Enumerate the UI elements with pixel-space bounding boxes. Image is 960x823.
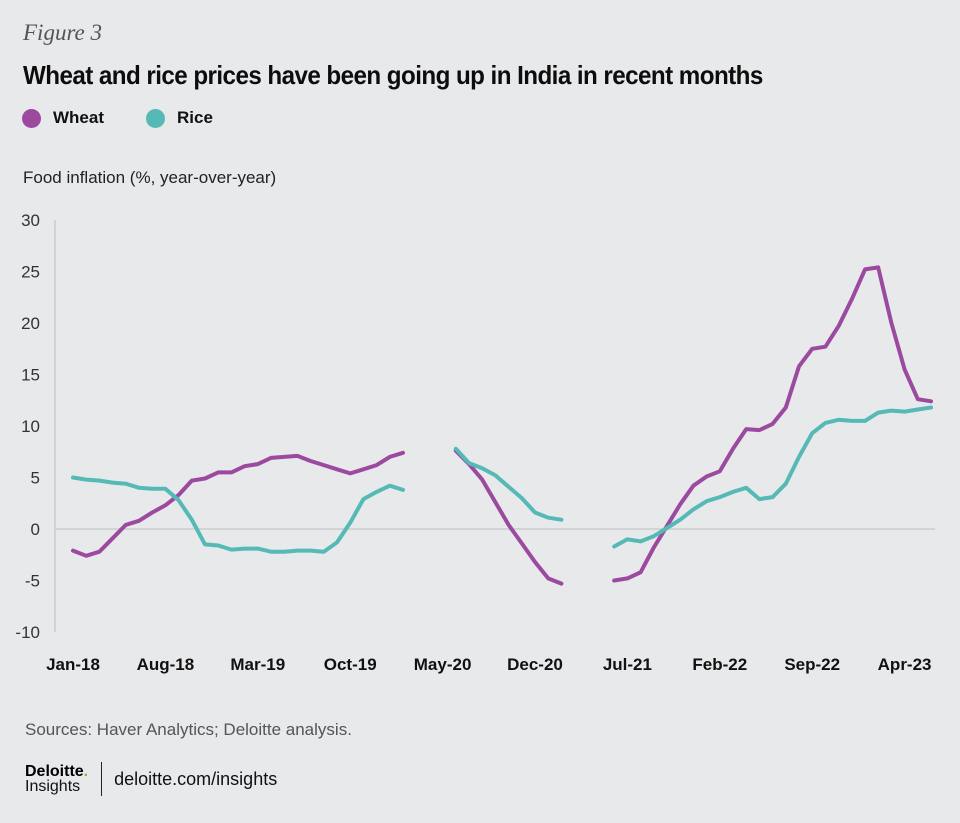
- y-tick-label: 25: [21, 263, 40, 282]
- logo-insights-text: Insights: [25, 778, 81, 795]
- y-tick-label: -5: [25, 572, 40, 591]
- deloitte-insights-logo: Deloitte. Insights: [25, 763, 89, 795]
- x-tick-label: Feb-22: [692, 655, 747, 674]
- y-tick-label: 0: [31, 520, 40, 539]
- y-tick-label: 30: [21, 211, 40, 230]
- y-axis-ticks: 30 25 20 15 10 5 0 -5 -10: [15, 211, 40, 642]
- x-tick-label: Apr-23: [878, 655, 932, 674]
- x-axis-ticks: Jan-18 Aug-18 Mar-19 Oct-19 May-20 Dec-20 Jul-…: [46, 655, 931, 674]
- x-tick-label: Aug-18: [137, 655, 195, 674]
- x-tick-label: Jan-18: [46, 655, 100, 674]
- chart-title: Wheat and rice prices have been going up…: [23, 60, 763, 90]
- source-note: Sources: Haver Analytics; Deloitte analy…: [25, 720, 352, 739]
- rice-line-segment-2: [453, 446, 564, 522]
- legend-label-rice: Rice: [177, 108, 213, 127]
- x-tick-label: Jul-21: [603, 655, 652, 674]
- x-tick-label: Oct-19: [324, 655, 377, 674]
- y-tick-label: -10: [15, 623, 40, 642]
- logo-green-dot: .: [83, 763, 89, 780]
- wheat-dot-icon: [22, 108, 41, 128]
- y-tick-label: 15: [21, 366, 40, 385]
- x-tick-label: Mar-19: [230, 655, 285, 674]
- x-tick-label: Dec-20: [507, 655, 563, 674]
- legend-item-wheat: Wheat: [22, 108, 104, 128]
- legend-item-rice: Rice: [146, 108, 213, 128]
- rice-dot-icon: [146, 108, 165, 128]
- y-axis-label: Food inflation (%, year-over-year): [23, 168, 277, 187]
- legend: Wheat Rice: [22, 108, 255, 128]
- y-tick-label: 5: [31, 469, 40, 488]
- series-lines: [71, 265, 933, 586]
- x-tick-label: Sep-22: [784, 655, 840, 674]
- rice-line-segment-1: [71, 475, 405, 554]
- y-tick-label: 10: [21, 417, 40, 436]
- x-tick-label: May-20: [414, 655, 472, 674]
- legend-label-wheat: Wheat: [53, 108, 104, 127]
- wheat-line-segment-1: [71, 450, 405, 558]
- logo-deloitte-text: Deloitte: [25, 763, 84, 780]
- footer: Deloitte. Insights deloitte.com/insights: [25, 762, 277, 796]
- deloitte-insights-link[interactable]: deloitte.com/insights: [114, 768, 278, 789]
- line-chart: 30 25 20 15 10 5 0 -5 -10 Jan-18 Aug-18 Mar-19 Oct-…: [15, 211, 935, 674]
- wheat-line-segment-2: [453, 448, 564, 586]
- y-tick-label: 20: [21, 314, 40, 333]
- footer-divider: [101, 762, 103, 796]
- rice-line-segment-3: [612, 405, 933, 549]
- figure-label: Figure 3: [23, 20, 102, 45]
